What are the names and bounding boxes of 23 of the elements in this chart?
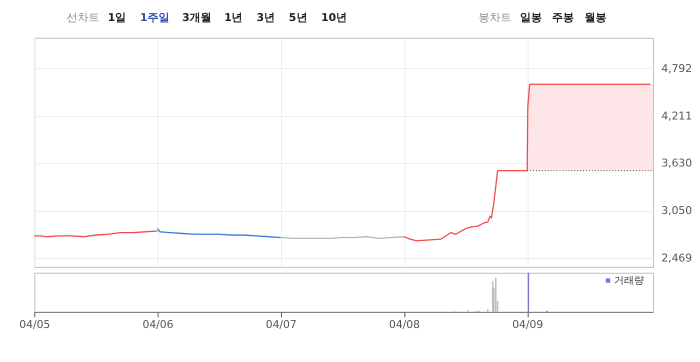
y-tick-label: 2,469: [661, 251, 692, 264]
y-tick-label: 4,211: [661, 109, 692, 122]
y-tick-label: 3,630: [661, 156, 692, 170]
x-tick-label: 04/05: [19, 318, 50, 332]
text: 5년: [288, 11, 308, 24]
text: 1년: [224, 11, 243, 24]
text: 주봉: [552, 11, 574, 24]
text: 3개월: [182, 11, 212, 24]
legend-label: 거래량: [614, 276, 644, 287]
text: 3년: [256, 11, 275, 24]
x-tick-label: 04/07: [266, 318, 297, 332]
text: 봉차트: [478, 11, 512, 24]
x-tick-label: 04/09: [512, 318, 544, 332]
text: 월봉: [584, 11, 606, 24]
text: 1일: [108, 11, 126, 24]
text: 10년: [321, 11, 348, 24]
text: 1주일: [140, 11, 170, 24]
x-tick-label: 04/06: [142, 318, 174, 332]
x-tick-label: 04/08: [388, 318, 420, 332]
y-tick-label: 3,050: [661, 204, 692, 218]
text: 선차트: [66, 11, 100, 24]
text: 일봉: [520, 11, 542, 24]
y-tick-label: 4,792: [661, 62, 692, 76]
